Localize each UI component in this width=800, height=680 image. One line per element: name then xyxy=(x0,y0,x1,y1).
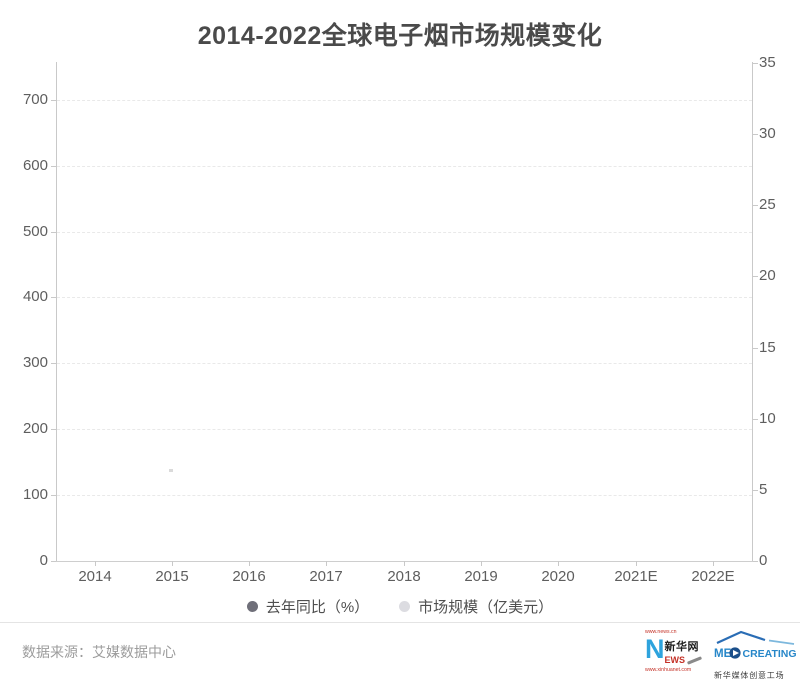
y-axis-left-label: 0 xyxy=(39,552,48,569)
y-axis-right-tick xyxy=(753,348,758,349)
x-axis-label: 2020 xyxy=(541,568,575,585)
y-axis-right-tick xyxy=(753,419,758,420)
y-axis-right-tick xyxy=(753,276,758,277)
xinhua-n-letter: N xyxy=(645,634,664,664)
y-axis-right-label: 25 xyxy=(759,196,776,213)
y-axis-left-tick xyxy=(51,561,56,562)
xinhua-site-name: 新华网 xyxy=(664,641,699,653)
legend-marker-dark-icon xyxy=(246,601,258,612)
y-axis-left-tick xyxy=(51,166,56,167)
x-axis-label: 2014 xyxy=(78,568,112,585)
gridline xyxy=(57,232,752,233)
y-axis-left-line xyxy=(56,62,57,561)
y-axis-left-tick xyxy=(51,297,56,298)
stray-mark xyxy=(169,469,173,472)
x-axis-tick xyxy=(558,561,559,566)
legend: 去年同比（%） 市场规模（亿美元） xyxy=(0,596,800,617)
y-axis-right-label: 35 xyxy=(759,54,776,71)
y-axis-right-tick xyxy=(753,561,758,562)
y-axis-right-label: 20 xyxy=(759,267,776,284)
y-axis-left-label: 600 xyxy=(22,157,48,174)
med-brand-me: ME xyxy=(714,648,732,660)
y-axis-right-tick xyxy=(753,134,758,135)
legend-marker-light-icon xyxy=(399,601,411,612)
x-axis-label: 2021E xyxy=(614,568,658,585)
medcreating-brand-graphic: ME CREATING xyxy=(714,630,797,660)
x-axis-label: 2018 xyxy=(387,568,421,585)
legend-item-market-size[interactable]: 市场规模（亿美元） xyxy=(399,596,553,617)
gridline xyxy=(57,363,752,364)
y-axis-right-label: 5 xyxy=(759,481,768,498)
x-axis-label: 2017 xyxy=(309,568,343,585)
medcreating-subtitle: 新华媒体创意工场 xyxy=(714,671,785,680)
y-axis-left-label: 500 xyxy=(22,223,48,240)
gridline xyxy=(57,429,752,430)
footer-divider xyxy=(0,622,800,623)
y-axis-right-tick xyxy=(753,205,758,206)
x-axis-tick xyxy=(95,561,96,566)
med-roof-icon-light xyxy=(768,639,795,645)
x-axis-label: 2015 xyxy=(155,568,189,585)
medcreating-logo: ME CREATING 新华媒体创意工场 xyxy=(714,628,798,680)
data-source-text: 数据来源：艾媒数据中心 xyxy=(22,644,176,660)
x-axis-tick xyxy=(636,561,637,566)
y-axis-right-label: 0 xyxy=(759,552,768,569)
gridline xyxy=(57,166,752,167)
y-axis-left-label: 700 xyxy=(22,91,48,108)
med-play-triangle-icon xyxy=(733,650,739,656)
y-axis-right-label: 10 xyxy=(759,410,776,427)
xinhua-ews-letters: EWS xyxy=(664,655,686,665)
gridline xyxy=(57,297,752,298)
x-axis-tick xyxy=(326,561,327,566)
y-axis-left-tick xyxy=(51,100,56,101)
y-axis-left-label: 400 xyxy=(22,288,48,305)
legend-item-yoy[interactable]: 去年同比（%） xyxy=(246,596,370,617)
y-axis-left-tick xyxy=(51,232,56,233)
med-roof-icon xyxy=(716,630,766,644)
y-axis-right-line xyxy=(752,62,753,561)
x-axis-label: 2019 xyxy=(464,568,498,585)
gridline xyxy=(57,100,752,101)
y-axis-right-tick xyxy=(753,63,758,64)
med-brand-creating: CREATING xyxy=(743,648,797,660)
y-axis-left-label: 100 xyxy=(22,486,48,503)
x-axis-tick xyxy=(249,561,250,566)
xinhua-url-bottom: www.xinhuanet.com xyxy=(645,666,692,673)
y-axis-left-label: 300 xyxy=(22,354,48,371)
y-axis-right-tick xyxy=(753,490,758,491)
chart-title: 2014-2022全球电子烟市场规模变化 xyxy=(197,22,603,50)
x-axis-tick xyxy=(404,561,405,566)
xinhuanet-logo: www.news.cn N 新华网 EWS www.xinhuanet.com xyxy=(645,627,713,674)
x-axis-tick xyxy=(481,561,482,566)
legend-label: 市场规模（亿美元） xyxy=(418,599,554,616)
xinhua-url-top: www.news.cn xyxy=(645,628,677,635)
y-axis-right-label: 30 xyxy=(759,125,776,142)
y-axis-right-label: 15 xyxy=(759,339,776,356)
x-axis-tick xyxy=(172,561,173,566)
y-axis-left-tick xyxy=(51,363,56,364)
x-axis-label: 2016 xyxy=(232,568,266,585)
legend-label: 去年同比（%） xyxy=(265,599,370,616)
y-axis-left-label: 200 xyxy=(22,420,48,437)
y-axis-left-tick xyxy=(51,495,56,496)
xinhua-pen-swoosh-icon xyxy=(686,655,703,665)
x-axis-tick xyxy=(713,561,714,566)
gridline xyxy=(57,495,752,496)
x-axis-label: 2022E xyxy=(691,568,735,585)
y-axis-left-tick xyxy=(51,429,56,430)
